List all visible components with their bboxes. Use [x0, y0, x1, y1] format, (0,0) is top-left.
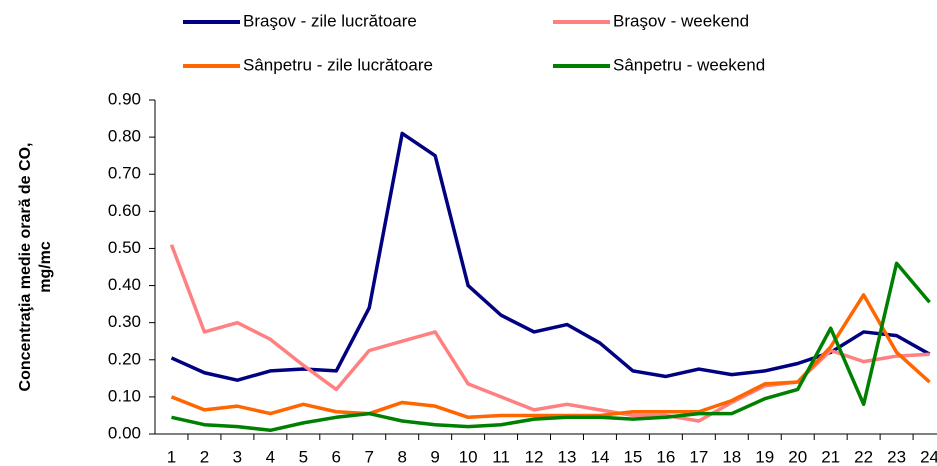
x-tick-label: 18: [722, 447, 741, 466]
y-tick-label: 0.90: [108, 89, 141, 108]
x-tick-label: 13: [558, 447, 577, 466]
y-tick-label: 0.30: [108, 312, 141, 331]
y-tick-label: 0.70: [108, 164, 141, 183]
x-tick-label: 12: [525, 447, 544, 466]
x-tick-label: 10: [459, 447, 478, 466]
legend-label: Braşov - zile lucrătoare: [243, 11, 417, 30]
x-tick-label: 20: [788, 447, 807, 466]
y-tick-label: 0.00: [108, 423, 141, 442]
x-tick-label: 15: [623, 447, 642, 466]
legend-label: Sânpetru - zile lucrătoare: [243, 55, 433, 74]
x-tick-label: 9: [430, 447, 439, 466]
y-tick-label: 0.80: [108, 127, 141, 146]
x-tick-label: 16: [656, 447, 675, 466]
x-tick-label: 22: [854, 447, 873, 466]
x-tick-label: 1: [167, 447, 176, 466]
y-tick-label: 0.40: [108, 275, 141, 294]
x-tick-label: 3: [233, 447, 242, 466]
x-tick-label: 24: [920, 447, 937, 466]
x-tick-label: 2: [200, 447, 209, 466]
legend-label: Braşov - weekend: [613, 11, 749, 30]
y-tick-label: 0.10: [108, 386, 141, 405]
y-tick-label: 0.60: [108, 201, 141, 220]
x-tick-label: 17: [689, 447, 708, 466]
x-tick-label: 4: [266, 447, 275, 466]
series-line: [169, 244, 930, 423]
y-axis-label: Concentraţia medie orară de CO,: [17, 143, 34, 392]
y-tick-label: 0.50: [108, 238, 141, 257]
x-tick-label: 14: [590, 447, 609, 466]
y-tick-label: 0.20: [108, 349, 141, 368]
x-tick-label: 6: [332, 447, 341, 466]
x-tick-label: 23: [887, 447, 906, 466]
x-tick-label: 5: [299, 447, 308, 466]
x-tick-label: 7: [365, 447, 374, 466]
series-line: [171, 261, 931, 433]
y-axis-label: mg/mc: [37, 241, 54, 293]
x-tick-label: 11: [492, 447, 510, 466]
x-tick-label: 21: [821, 447, 840, 466]
x-tick-label: 8: [397, 447, 406, 466]
series-line: [170, 131, 931, 382]
x-tick-label: 19: [755, 447, 774, 466]
legend-label: Sânpetru - weekend: [613, 55, 765, 74]
